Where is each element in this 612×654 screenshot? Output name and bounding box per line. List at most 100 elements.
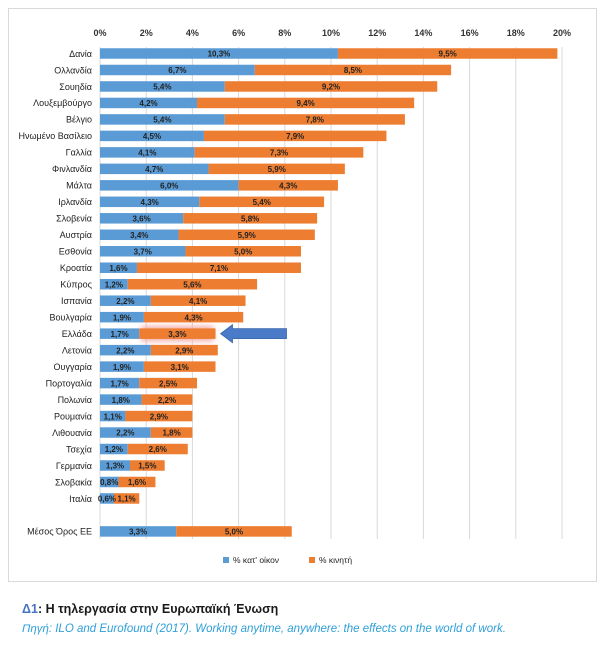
data-label-home: 0,8% [100,478,118,487]
bar-mobile [178,229,315,241]
bar-home [100,427,151,438]
category-label: Σλοβενία [56,214,92,224]
data-label-mobile: 5,9% [238,231,256,240]
data-label-mobile: 3,1% [171,363,189,372]
bar-home [100,476,119,488]
x-tick-label: 10% [322,28,340,38]
data-label-mobile: 9,4% [296,99,314,108]
bar-home [100,493,114,504]
bar-chart: 0% 2% 4% 6% 8% 10% 12% 14% 16% 18% 20% Δανία 10,3% 9,… [18,28,571,565]
data-label-mobile: 4,1% [189,297,207,306]
bar-home [100,328,140,339]
data-label-home: 1,2% [105,280,123,289]
data-label-home: 3,7% [134,247,152,256]
category-label: Ελλάδα [62,329,92,339]
category-label: Τσεχία [66,444,92,454]
bar-mobile [150,295,246,306]
data-label-home: 2,2% [116,346,134,355]
bar-home [100,114,225,125]
bar-home [100,377,140,389]
data-label-mobile: 5,0% [225,528,243,537]
bar-mobile [125,410,193,422]
category-label: Γερμανία [56,461,92,471]
data-label-mobile: 2,5% [159,379,177,388]
legend-swatch-home [223,557,229,563]
data-label-mobile: 1,6% [128,478,146,487]
category-label: Ρουμανία [54,411,92,421]
bar-mobile [150,344,218,356]
bar-mobile [141,394,193,405]
bar-home [100,344,151,356]
bar-home [100,97,198,109]
bar-home [100,81,225,92]
data-label-mobile: 1,5% [138,462,156,471]
x-tick-label: 4% [186,28,199,38]
bar-mobile [194,147,364,158]
category-label: Βέλγιο [66,115,92,125]
highlight-arrow-icon [219,323,287,344]
category-label: Ιταλία [69,494,92,504]
bar-home [100,213,184,224]
data-label-mobile: 7,8% [306,116,324,125]
x-tick-label: 8% [278,28,291,38]
x-tick-label: 2% [140,28,153,38]
legend-swatch-mobile [309,557,315,563]
bar-mobile [185,246,301,257]
figure-number: Δ1 [22,602,38,616]
bar-mobile [176,526,292,537]
data-label-home: 1,2% [105,445,123,454]
figure-title: : Η τηλεργασία στην Ευρωπαϊκή Ένωση [37,602,279,616]
bar-home [100,526,177,537]
data-label-mobile: 4,3% [184,313,202,322]
bar-mobile [130,460,165,471]
category-label: Λιθουανία [52,428,92,438]
figure-source: Πηγή: ILO and Eurofound (2017). Working … [22,623,506,635]
bar-home [100,460,131,471]
x-tick-label: 12% [368,28,386,38]
bar-home [100,443,128,455]
x-tick-label: 20% [553,28,571,38]
data-label-home: 1,7% [111,379,129,388]
data-label-home: 4,5% [143,132,161,141]
x-tick-label: 6% [232,28,245,38]
data-label-home: 3,4% [130,231,148,240]
x-tick-label: 16% [461,28,479,38]
data-label-mobile: 2,2% [158,396,176,405]
data-label-home: 4,3% [141,198,159,207]
data-label-mobile: 2,6% [149,445,167,454]
data-label-home: 3,6% [132,215,150,224]
category-label: Ηνωμένο Βασίλειο [18,131,92,141]
data-label-home: 1,8% [112,396,130,405]
data-label-home: 5,4% [153,83,171,92]
bar-home [100,295,151,306]
data-label-mobile: 1,8% [162,429,180,438]
bar-mobile [143,361,216,372]
data-label-mobile: 5,0% [234,247,252,256]
category-label: Λουξεμβούργο [33,98,92,108]
bar-home [100,410,126,422]
category-label: Λετονία [62,345,92,355]
bar-mobile [254,64,452,76]
data-label-mobile: 2,9% [175,346,193,355]
data-label-home: 0,6% [98,495,116,504]
category-label: Μέσος Όρος ΕΕ [27,527,92,537]
data-label-mobile: 7,1% [210,264,228,273]
bar-mobile [238,180,338,191]
category-label: Κύπρος [60,280,92,290]
data-label-mobile: 4,3% [279,182,297,191]
bar-mobile [203,130,387,142]
category-label: Ιρλανδία [58,197,92,207]
category-label: Σλοβακία [55,477,92,487]
bar-mobile [127,278,258,290]
bar-home [100,229,179,241]
data-label-home: 1,1% [104,412,122,421]
data-label-home: 1,6% [109,264,127,273]
bar-mobile [183,213,318,224]
category-label: Μάλτα [66,181,92,191]
data-label-mobile: 5,6% [183,280,201,289]
bar-mobile [127,443,188,455]
bar-mobile [224,81,438,92]
category-label: Γαλλία [66,148,92,158]
bar-mobile [143,311,244,323]
data-label-mobile: 7,9% [286,132,304,141]
